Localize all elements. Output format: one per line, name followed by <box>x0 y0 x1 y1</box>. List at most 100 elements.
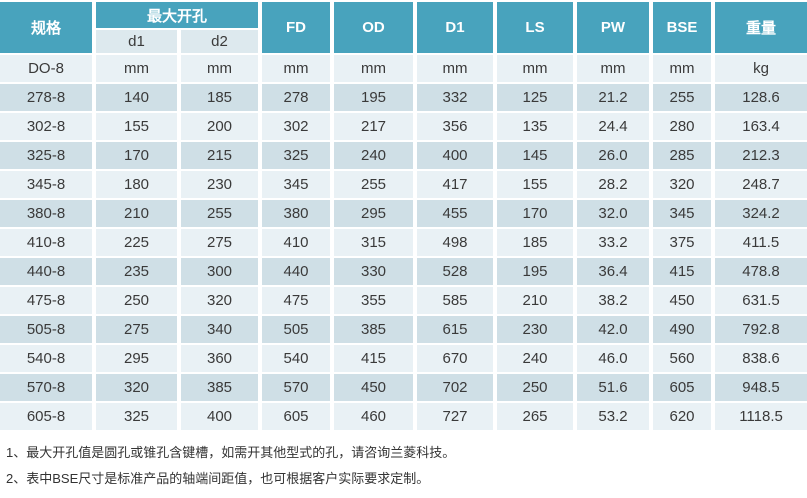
value-cell: 702 <box>417 374 494 401</box>
value-cell: 320 <box>181 287 259 314</box>
spec-cell: 440-8 <box>0 258 92 285</box>
value-cell: 415 <box>334 345 414 372</box>
value-cell: 185 <box>497 229 574 256</box>
value-cell: 295 <box>96 345 177 372</box>
value-cell: 125 <box>497 84 574 111</box>
value-cell: 24.4 <box>577 113 650 140</box>
value-cell: 320 <box>96 374 177 401</box>
col-header-bse: BSE <box>653 2 712 53</box>
spec-cell: 570-8 <box>0 374 92 401</box>
value-cell: 478.8 <box>715 258 807 285</box>
value-cell: 265 <box>497 403 574 430</box>
value-cell: 225 <box>96 229 177 256</box>
col-header-pw: PW <box>577 2 650 53</box>
value-cell: 255 <box>181 200 259 227</box>
value-cell: 185 <box>181 84 259 111</box>
spec-cell: 505-8 <box>0 316 92 343</box>
value-cell: 380 <box>262 200 331 227</box>
value-cell: 295 <box>334 200 414 227</box>
value-cell: 455 <box>417 200 494 227</box>
spec-cell: 302-8 <box>0 113 92 140</box>
footnotes: 1、最大开孔值是圆孔或锥孔含键槽，如需开其他型式的孔，请咨询兰菱科技。 2、表中… <box>6 445 807 487</box>
spec-cell: 475-8 <box>0 287 92 314</box>
col-header-ls: LS <box>497 2 574 53</box>
value-cell: 345 <box>262 171 331 198</box>
value-cell: 210 <box>96 200 177 227</box>
value-cell: 498 <box>417 229 494 256</box>
value-cell: 51.6 <box>577 374 650 401</box>
value-cell: 170 <box>96 142 177 169</box>
value-cell: 948.5 <box>715 374 807 401</box>
value-cell: mm <box>334 55 414 82</box>
value-cell: 450 <box>653 287 712 314</box>
value-cell: 53.2 <box>577 403 650 430</box>
value-cell: 32.0 <box>577 200 650 227</box>
value-cell: 170 <box>497 200 574 227</box>
table-body: DO-8 mm mm mm mm mm mm mm mm kg 278-8 140 185 278 195 3… <box>0 55 807 430</box>
value-cell: 36.4 <box>577 258 650 285</box>
spec-cell: 325-8 <box>0 142 92 169</box>
value-cell: 155 <box>497 171 574 198</box>
value-cell: 325 <box>262 142 331 169</box>
value-cell: 230 <box>181 171 259 198</box>
value-cell: 26.0 <box>577 142 650 169</box>
value-cell: 180 <box>96 171 177 198</box>
value-cell: 217 <box>334 113 414 140</box>
value-cell: 620 <box>653 403 712 430</box>
value-cell: 21.2 <box>577 84 650 111</box>
spec-cell: 605-8 <box>0 403 92 430</box>
table-row: 345-8 180 230 345 255 417 155 28.2 320 248.7 <box>0 171 807 198</box>
value-cell: 195 <box>497 258 574 285</box>
value-cell: 255 <box>653 84 712 111</box>
value-cell: 415 <box>653 258 712 285</box>
value-cell: 320 <box>653 171 712 198</box>
value-cell: 355 <box>334 287 414 314</box>
value-cell: 560 <box>653 345 712 372</box>
value-cell: 332 <box>417 84 494 111</box>
value-cell: 250 <box>96 287 177 314</box>
value-cell: 400 <box>417 142 494 169</box>
value-cell: 195 <box>334 84 414 111</box>
value-cell: 240 <box>334 142 414 169</box>
table-row: 440-8 235 300 440 330 528 195 36.4 415 478.8 <box>0 258 807 285</box>
value-cell: 792.8 <box>715 316 807 343</box>
value-cell: 230 <box>497 316 574 343</box>
value-cell: 385 <box>181 374 259 401</box>
table-row: 505-8 275 340 505 385 615 230 42.0 490 792.8 <box>0 316 807 343</box>
table-row: 278-8 140 185 278 195 332 125 21.2 255 128.6 <box>0 84 807 111</box>
value-cell: 300 <box>181 258 259 285</box>
value-cell: mm <box>96 55 177 82</box>
value-cell: 360 <box>181 345 259 372</box>
value-cell: 275 <box>181 229 259 256</box>
spec-cell: 345-8 <box>0 171 92 198</box>
value-cell: 605 <box>262 403 331 430</box>
value-cell: mm <box>653 55 712 82</box>
value-cell: mm <box>577 55 650 82</box>
value-cell: 200 <box>181 113 259 140</box>
value-cell: 490 <box>653 316 712 343</box>
value-cell: 1118.5 <box>715 403 807 430</box>
header-row-1: 规格 最大开孔 FD OD D1 LS PW BSE 重量 <box>0 2 807 53</box>
spec-cell: 278-8 <box>0 84 92 111</box>
col-header-weight: 重量 <box>715 2 807 53</box>
value-cell: 340 <box>181 316 259 343</box>
value-cell: 212.3 <box>715 142 807 169</box>
col-header-max-bore-group: 最大开孔 <box>96 2 259 28</box>
value-cell: 285 <box>653 142 712 169</box>
value-cell: 275 <box>96 316 177 343</box>
spec-table: 规格 最大开孔 FD OD D1 LS PW BSE 重量 d1 d2 DO-8… <box>0 2 807 430</box>
value-cell: 585 <box>417 287 494 314</box>
note-1: 1、最大开孔值是圆孔或锥孔含键槽，如需开其他型式的孔，请咨询兰菱科技。 <box>6 445 456 460</box>
value-cell: 302 <box>262 113 331 140</box>
spec-cell: 540-8 <box>0 345 92 372</box>
value-cell: 325 <box>96 403 177 430</box>
col-header-d1: d1 <box>96 30 177 53</box>
value-cell: 631.5 <box>715 287 807 314</box>
value-cell: mm <box>262 55 331 82</box>
value-cell: 278 <box>262 84 331 111</box>
col-header-d1-cap: D1 <box>417 2 494 53</box>
value-cell: 140 <box>96 84 177 111</box>
value-cell: 145 <box>497 142 574 169</box>
value-cell: 475 <box>262 287 331 314</box>
value-cell: 240 <box>497 345 574 372</box>
